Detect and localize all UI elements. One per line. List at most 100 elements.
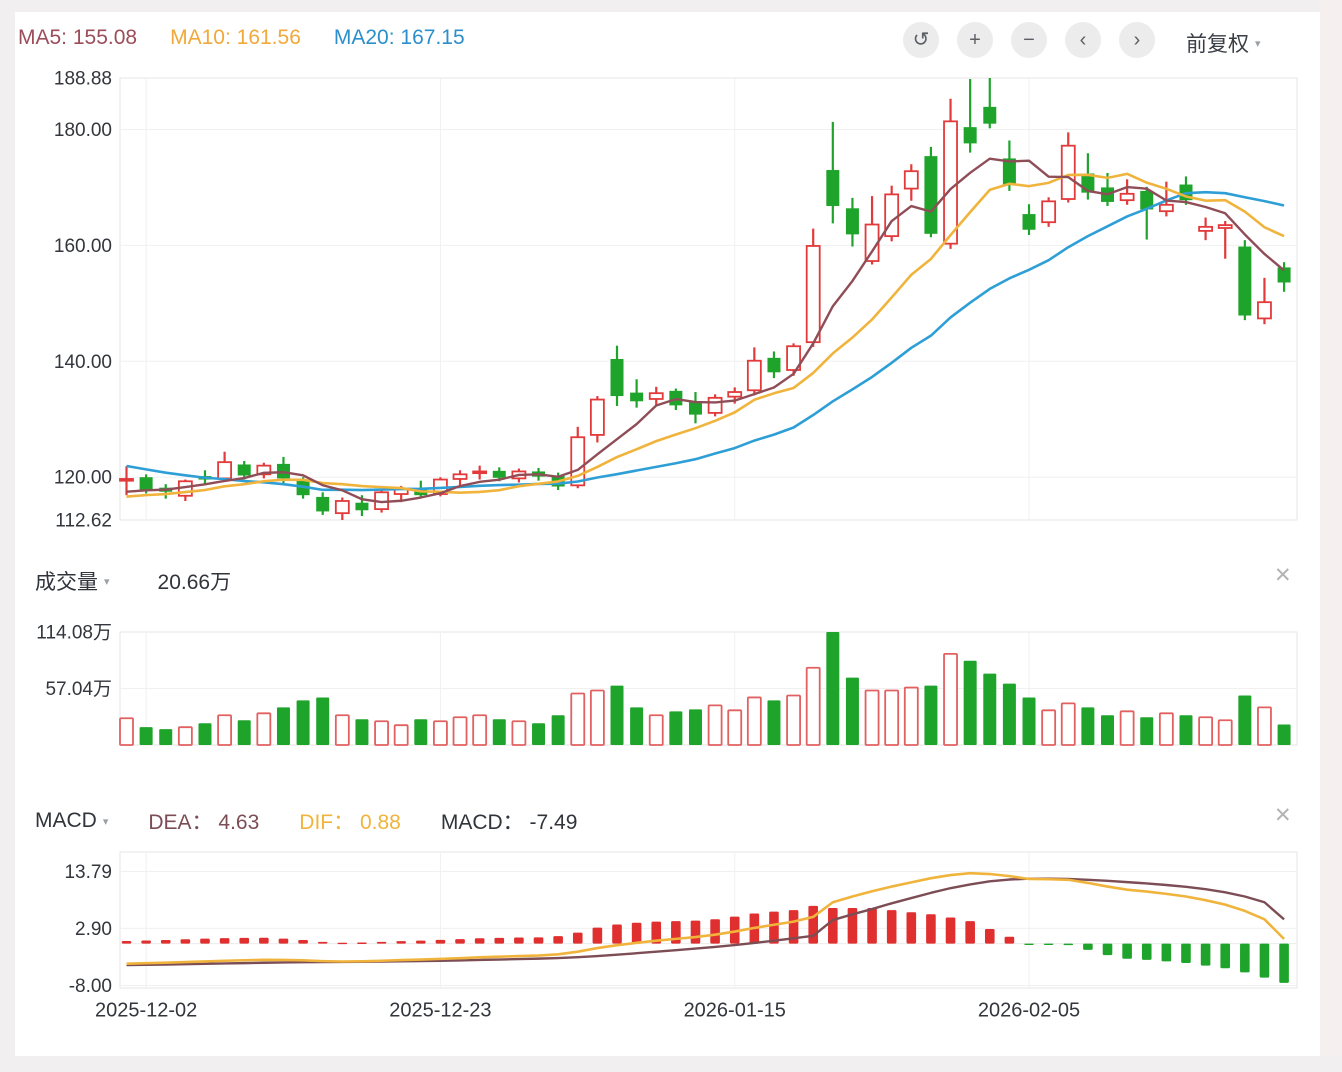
volume-header: 成交量 ▾ 20.66万 bbox=[35, 566, 231, 596]
zoom-in-button[interactable]: + bbox=[957, 22, 993, 58]
page-frame-left bbox=[0, 0, 15, 1072]
volume-bar bbox=[511, 720, 527, 746]
volume-bar bbox=[237, 720, 251, 745]
macd-value-readout: MACD： -7.49 bbox=[440, 811, 578, 834]
candle-body bbox=[452, 473, 468, 480]
ma20-readout: MA20: 167.15 bbox=[333, 26, 465, 49]
macd-pane-close-button[interactable]: ✕ bbox=[1274, 804, 1292, 827]
macd-histogram-bar bbox=[612, 924, 622, 944]
volume-bar bbox=[433, 720, 448, 746]
candle-body bbox=[492, 470, 506, 478]
candle-body bbox=[1041, 200, 1057, 224]
volume-bar bbox=[826, 632, 840, 745]
axis-label: 120.00 bbox=[54, 468, 112, 489]
macd-histogram-bar bbox=[533, 937, 544, 944]
macd-histogram-bar bbox=[828, 908, 838, 944]
candle-body bbox=[648, 392, 664, 400]
volume-bar bbox=[374, 720, 389, 746]
macd-histogram-bar bbox=[1220, 943, 1231, 969]
macd-histogram-bar bbox=[572, 932, 583, 944]
macd-histogram-bar bbox=[435, 939, 446, 944]
axis-label: 114.08万 bbox=[36, 623, 112, 644]
undo-icon: ↺ bbox=[912, 29, 930, 51]
volume-bar bbox=[630, 707, 644, 745]
axis-label: 160.00 bbox=[54, 236, 112, 257]
macd-histogram-bar bbox=[1200, 943, 1211, 966]
macd-histogram-bar bbox=[317, 941, 328, 944]
macd-histogram-bar bbox=[298, 939, 308, 944]
volume-bar bbox=[1217, 719, 1233, 746]
macd-histogram-bar bbox=[219, 938, 230, 944]
macd-histogram-bar bbox=[1122, 943, 1132, 959]
macd-histogram-bar bbox=[357, 942, 367, 944]
volume-bar bbox=[963, 660, 977, 745]
candle-body bbox=[630, 392, 644, 402]
macd-histogram-bar bbox=[788, 910, 799, 944]
page-frame-right bbox=[1320, 0, 1342, 1072]
candle-body bbox=[1022, 214, 1036, 230]
volume-bar bbox=[276, 707, 290, 745]
macd-header: MACD ▾ DEA： 4.63 DIF： 0.88 MACD： -7.49 bbox=[35, 806, 577, 836]
volume-bar bbox=[1119, 710, 1135, 746]
candle-body bbox=[746, 359, 762, 392]
volume-bar bbox=[924, 685, 938, 745]
volume-bar bbox=[688, 709, 702, 745]
volume-bar bbox=[159, 729, 173, 745]
dif-line bbox=[126, 871, 1286, 966]
macd-histogram-bar bbox=[494, 937, 505, 944]
candle-body bbox=[334, 500, 350, 515]
macd-histogram-bar bbox=[180, 939, 191, 944]
macd-histogram-bar bbox=[141, 940, 151, 944]
ma-indicator-header: MA5: 155.08 MA10: 161.56 MA20: 167.15 bbox=[18, 26, 465, 50]
volume-bar bbox=[551, 715, 565, 745]
ma10-line bbox=[126, 172, 1285, 498]
volume-indicator-dropdown[interactable]: 成交量 ▾ bbox=[35, 566, 110, 596]
volume-bar bbox=[1179, 715, 1193, 745]
candle-body bbox=[139, 477, 153, 490]
volume-bar bbox=[1060, 702, 1076, 746]
candle-body bbox=[1140, 190, 1154, 210]
volume-bar bbox=[589, 689, 605, 746]
candle-body bbox=[256, 464, 272, 476]
price-adjust-dropdown[interactable]: 前复权 ▾ bbox=[1186, 28, 1261, 58]
macd-histogram-bar bbox=[1083, 943, 1093, 950]
volume-bar bbox=[1081, 707, 1095, 745]
volume-bar bbox=[864, 689, 880, 746]
volume-bar bbox=[983, 673, 997, 745]
volume-title: 成交量 bbox=[35, 571, 98, 594]
axis-label: 188.88 bbox=[54, 69, 112, 90]
macd-histogram-bar bbox=[1063, 943, 1074, 946]
volume-bar bbox=[198, 723, 212, 745]
dea-readout: DEA： 4.63 bbox=[148, 811, 260, 834]
ma10-readout: MA10: 161.56 bbox=[170, 26, 301, 49]
candle-body bbox=[786, 345, 801, 371]
macd-title: MACD bbox=[35, 809, 97, 832]
candle-body bbox=[217, 461, 233, 480]
macd-histogram-bar bbox=[553, 936, 563, 944]
pan-right-button[interactable]: › bbox=[1119, 22, 1155, 58]
undo-button[interactable]: ↺ bbox=[903, 22, 939, 58]
candle-body bbox=[1060, 144, 1076, 200]
macd-histogram-bar bbox=[690, 920, 701, 944]
macd-histogram-bar bbox=[651, 921, 662, 944]
volume-bar bbox=[119, 717, 134, 746]
pan-left-button[interactable]: ‹ bbox=[1065, 22, 1101, 58]
volume-bar bbox=[532, 723, 546, 745]
chevron-down-icon: ▾ bbox=[102, 815, 109, 828]
candle-body bbox=[963, 127, 977, 144]
volume-bar bbox=[1101, 715, 1114, 745]
candle-body bbox=[707, 396, 723, 414]
macd-histogram-bar bbox=[239, 937, 250, 944]
candle-body bbox=[983, 106, 997, 124]
volume-bar bbox=[472, 714, 488, 746]
volume-bar bbox=[669, 711, 683, 745]
volume-bar bbox=[707, 704, 723, 746]
zoom-out-button[interactable]: − bbox=[1011, 22, 1047, 58]
macd-indicator-dropdown[interactable]: MACD ▾ bbox=[35, 809, 108, 833]
candle-body bbox=[355, 502, 369, 511]
volume-bar bbox=[746, 696, 762, 746]
volume-bar bbox=[805, 666, 821, 746]
macd-histogram-bar bbox=[278, 938, 289, 944]
volume-pane-close-button[interactable]: ✕ bbox=[1274, 564, 1292, 587]
